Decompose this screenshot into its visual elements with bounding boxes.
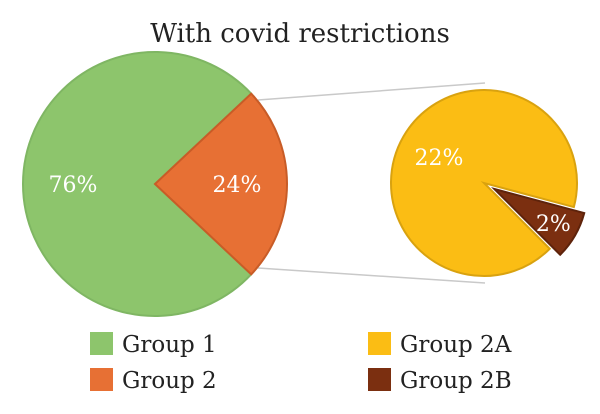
pie-slice-group-2a <box>390 89 578 277</box>
legend-swatch-group-1 <box>90 332 113 355</box>
chart-title: With covid restrictions <box>150 19 450 49</box>
pie-slice-group-2 <box>153 92 288 276</box>
legend-label-group-2b: Group 2B <box>400 368 512 394</box>
legend: Group 1 Group 2 Group 2A Group 2B <box>90 332 512 394</box>
slice-label-group-2: 24% <box>213 173 262 198</box>
sub-pie: 22% 2% <box>390 89 586 277</box>
connector-line-top <box>257 82 486 101</box>
slice-label-group-2a: 22% <box>415 146 464 171</box>
pie-slice-group-2b <box>491 187 586 257</box>
legend-label-group-2a: Group 2A <box>400 332 512 358</box>
legend-item-group-2a: Group 2A <box>368 332 512 358</box>
main-pie: 76% 24% <box>22 51 288 317</box>
legend-swatch-group-2b <box>368 368 391 391</box>
connector-line-bottom <box>257 267 486 284</box>
legend-label-group-2: Group 2 <box>122 368 217 394</box>
slice-label-group-1: 76% <box>49 173 98 198</box>
legend-item-group-1: Group 1 <box>90 332 217 358</box>
legend-swatch-group-2a <box>368 332 391 355</box>
slice-label-group-2b: 2% <box>536 212 571 237</box>
legend-swatch-group-2 <box>90 368 113 391</box>
legend-item-group-2: Group 2 <box>90 368 217 394</box>
legend-label-group-1: Group 1 <box>122 332 217 358</box>
legend-item-group-2b: Group 2B <box>368 368 512 394</box>
pie-slice-group-1 <box>22 51 253 317</box>
